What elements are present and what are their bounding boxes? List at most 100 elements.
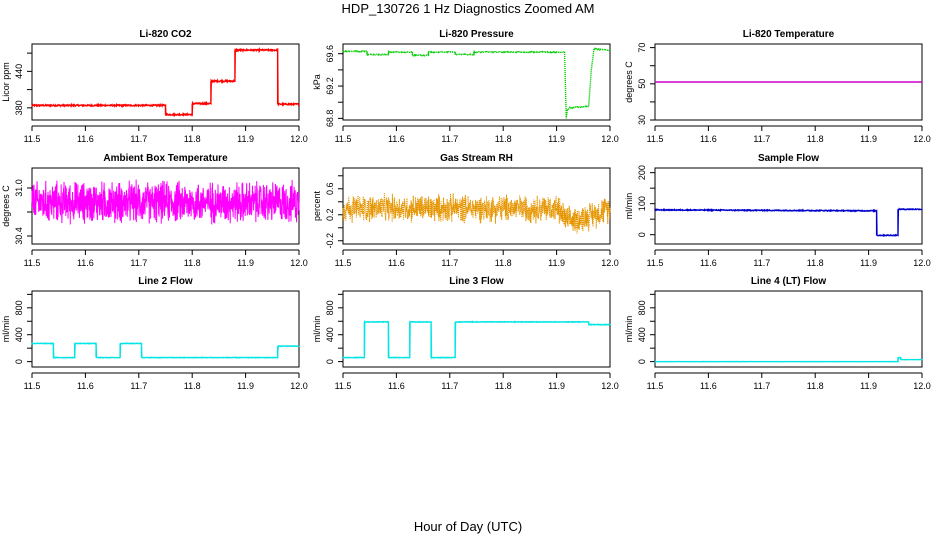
x-tick-label: 11.8 — [184, 258, 201, 268]
panel-title: Ambient Box Temperature — [103, 153, 228, 164]
x-tick-label: 11.7 — [753, 258, 770, 268]
chart-panel: Li-820 Temperature degrees C 11.5 11.6 11.7 1… — [624, 29, 931, 144]
y-tick-label: 68.8 — [325, 110, 335, 128]
x-tick-label: 11.5 — [335, 134, 352, 144]
y-tick-label: 400 — [325, 327, 335, 342]
x-tick-label: 11.6 — [700, 381, 717, 391]
x-tick-label: 11.9 — [237, 134, 254, 144]
panel-grid: Li-820 CO2 Licor ppm 11.5 11.6 11.7 11.8 11.9 1… — [1, 29, 931, 391]
y-tick-label: 0.2 — [325, 209, 335, 222]
y-tick-label: 30 — [637, 115, 647, 125]
plot-frame — [342, 43, 611, 121]
panel-title: Line 2 Flow — [138, 276, 193, 287]
panel-title: Line 3 Flow — [449, 276, 504, 287]
plot-frame — [31, 43, 300, 121]
y-tick-label: 69.6 — [325, 45, 335, 63]
x-tick-label: 11.8 — [184, 381, 201, 391]
x-tick-label: 11.8 — [495, 134, 512, 144]
x-tick-label: 12.0 — [601, 381, 619, 391]
plot-frame — [342, 290, 611, 368]
plot-frame — [654, 290, 923, 368]
x-tick-label: 11.7 — [753, 381, 770, 391]
series-line — [342, 47, 611, 119]
series-line — [654, 356, 923, 363]
x-tick-label: 11.5 — [335, 258, 352, 268]
x-tick-label: 11.5 — [24, 134, 41, 144]
y-tick-label: 800 — [325, 300, 335, 315]
y-axis-label: Licor ppm — [1, 62, 11, 102]
chart-panel: Li-820 Pressure kPa 11.5 11.6 11.7 11.8 11.9 12… — [312, 29, 619, 144]
x-tick-label: 11.9 — [860, 134, 877, 144]
x-tick-label: 11.9 — [237, 381, 254, 391]
x-tick-label: 11.6 — [77, 258, 94, 268]
x-tick-label: 12.0 — [913, 381, 931, 391]
x-tick-label: 11.9 — [548, 134, 565, 144]
x-tick-label: 11.9 — [237, 258, 254, 268]
y-tick-label: 0 — [14, 359, 24, 364]
x-tick-label: 11.6 — [77, 134, 94, 144]
y-tick-label: 200 — [637, 165, 647, 180]
x-tick-label: 11.5 — [647, 258, 664, 268]
x-tick-label: 11.6 — [77, 381, 94, 391]
x-tick-label: 12.0 — [290, 134, 308, 144]
y-tick-label: 31.0 — [14, 179, 24, 197]
series-line — [342, 192, 611, 234]
y-axis-label: kPa — [312, 74, 322, 90]
x-tick-label: 11.7 — [753, 134, 770, 144]
series-line — [31, 46, 300, 118]
x-tick-label: 11.7 — [130, 381, 147, 391]
x-tick-label: 12.0 — [601, 258, 619, 268]
x-tick-label: 11.5 — [647, 134, 664, 144]
series-line — [31, 342, 300, 359]
chart-panel: Line 4 (LT) Flow ml/min 11.5 11.6 11.7 11.8 11… — [624, 276, 931, 391]
y-tick-label: 0 — [325, 359, 335, 364]
x-tick-label: 11.5 — [24, 381, 41, 391]
chart-panel: Line 3 Flow ml/min 11.5 11.6 11.7 11.8 11.9 12.… — [312, 276, 619, 391]
y-tick-label: 69.2 — [325, 77, 335, 95]
x-tick-label: 11.7 — [441, 381, 458, 391]
chart-panel: Sample Flow ml/min 11.5 11.6 11.7 11.8 11.9 12.… — [624, 153, 931, 268]
panel-title: Line 4 (LT) Flow — [751, 276, 827, 287]
y-axis-label: ml/min — [624, 316, 634, 343]
y-axis-label: ml/min — [312, 316, 322, 343]
x-tick-label: 11.6 — [388, 134, 405, 144]
series-line — [342, 320, 611, 360]
x-tick-label: 11.5 — [24, 258, 41, 268]
x-tick-label: 11.9 — [860, 258, 877, 268]
panel-title: Li-820 Pressure — [439, 29, 514, 40]
panel-title: Li-820 CO2 — [139, 29, 192, 40]
y-tick-label: 0 — [637, 232, 647, 237]
x-tick-label: 11.7 — [130, 134, 147, 144]
x-tick-label: 11.9 — [548, 381, 565, 391]
x-tick-label: 11.5 — [647, 381, 664, 391]
x-tick-label: 11.7 — [441, 258, 458, 268]
plot-frame — [31, 290, 300, 368]
panel-title: Li-820 Temperature — [743, 29, 835, 40]
x-tick-label: 11.7 — [441, 134, 458, 144]
x-tick-label: 11.7 — [130, 258, 147, 268]
y-tick-label: 30.4 — [14, 227, 24, 245]
y-tick-label: 800 — [637, 300, 647, 315]
y-axis-label: ml/min — [624, 193, 634, 220]
x-tick-label: 11.8 — [807, 134, 824, 144]
y-axis-label: degrees C — [624, 61, 634, 103]
x-tick-label: 12.0 — [290, 381, 308, 391]
x-tick-label: 11.5 — [335, 381, 352, 391]
y-tick-label: 800 — [14, 300, 24, 315]
y-tick-label: 100 — [637, 196, 647, 211]
x-tick-label: 11.8 — [807, 381, 824, 391]
x-tick-label: 12.0 — [290, 258, 308, 268]
plot-frame — [654, 167, 923, 245]
y-tick-label: 380 — [14, 100, 24, 115]
x-tick-label: 11.6 — [388, 258, 405, 268]
x-tick-label: 11.8 — [495, 258, 512, 268]
y-tick-label: 0.6 — [325, 183, 335, 196]
x-tick-label: 12.0 — [601, 134, 619, 144]
x-tick-label: 11.6 — [700, 258, 717, 268]
y-tick-label: -0.2 — [325, 233, 335, 249]
x-tick-label: 11.9 — [860, 381, 877, 391]
y-tick-label: 70 — [637, 43, 647, 53]
x-tick-label: 11.8 — [807, 258, 824, 268]
chart-panel: Ambient Box Temperature degrees C 11.5 11.6… — [1, 153, 308, 268]
